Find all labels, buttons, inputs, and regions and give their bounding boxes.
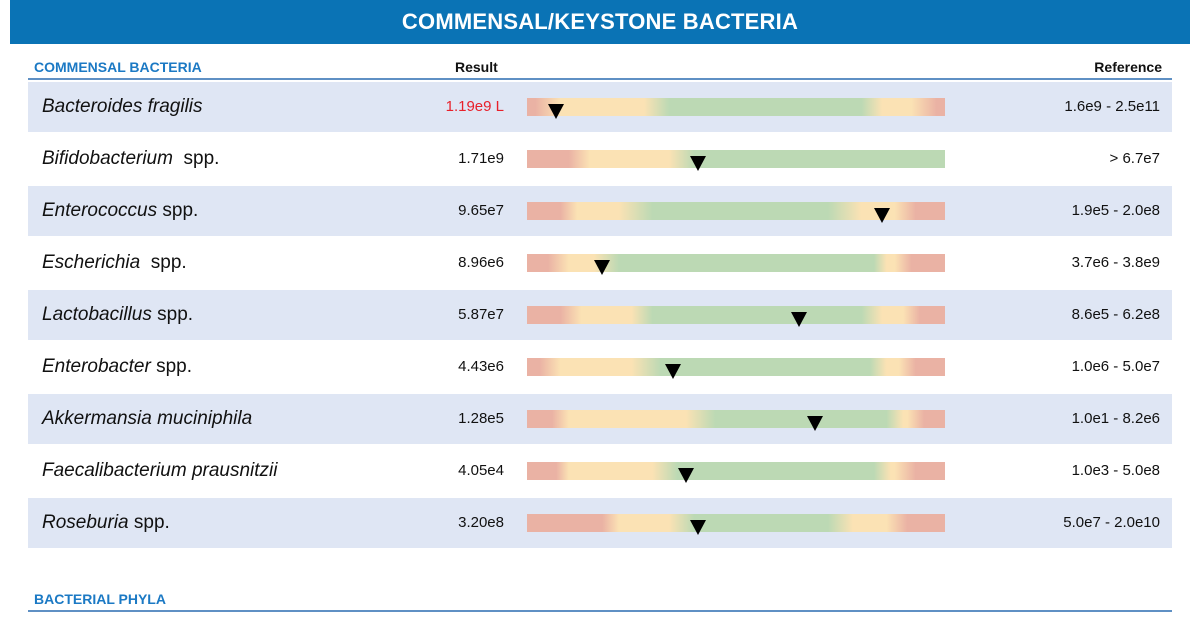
table-row: Enterococcus spp. 9.65e7 1.9e5 - 2.0e8 [28, 186, 1172, 236]
result-marker-icon [690, 520, 707, 535]
result-value: 4.05e4 [458, 462, 504, 479]
table-row: Roseburia spp. 3.20e8 5.0e7 - 2.0e10 [28, 498, 1172, 548]
table-row: Faecalibacterium prausnitzii 4.05e4 1.0e3 … [28, 446, 1172, 496]
result-value: 1.19e9 L [445, 98, 504, 115]
range-gauge [527, 150, 945, 168]
report-banner: COMMENSAL/KEYSTONE BACTERIA [10, 0, 1190, 44]
result-marker-icon [548, 104, 565, 119]
bacteria-genus: Lactobacillus [42, 304, 152, 325]
reference-range: 8.6e5 - 6.2e8 [1071, 306, 1160, 323]
result-value: 4.43e6 [458, 358, 504, 375]
reference-column-header: Reference [1094, 59, 1162, 75]
reference-range: 5.0e7 - 2.0e10 [1063, 514, 1160, 531]
bacteria-name: Bifidobacterium spp. [42, 134, 219, 184]
bacteria-genus: Roseburia [42, 512, 129, 533]
bacteria-name: Escherichia spp. [42, 238, 187, 288]
reference-range: 3.7e6 - 3.8e9 [1071, 254, 1160, 271]
commensal-section-header: COMMENSAL BACTERIA Result Reference [28, 52, 1172, 80]
result-value: 1.28e5 [458, 410, 504, 427]
result-column-header: Result [455, 59, 498, 75]
table-row: Bifidobacterium spp. 1.71e9 > 6.7e7 [28, 134, 1172, 184]
bacteria-name: Faecalibacterium prausnitzii [42, 446, 278, 496]
bacteria-genus: Bifidobacterium [42, 148, 173, 169]
result-marker-icon [807, 416, 824, 431]
bacteria-genus: Enterobacter [42, 356, 151, 377]
reference-range: > 6.7e7 [1109, 150, 1160, 167]
result-marker-icon [790, 312, 807, 327]
phyla-section-header: BACTERIAL PHYLA [28, 584, 1172, 612]
result-value: 8.96e6 [458, 254, 504, 271]
reference-range: 1.0e3 - 5.0e8 [1071, 462, 1160, 479]
result-marker-icon [594, 260, 611, 275]
bacteria-genus: Escherichia [42, 252, 141, 273]
table-row: Escherichia spp. 8.96e6 3.7e6 - 3.8e9 [28, 238, 1172, 288]
result-marker-icon [677, 468, 694, 483]
result-value: 9.65e7 [458, 202, 504, 219]
result-marker-icon [690, 156, 707, 171]
bacteria-name: Lactobacillus spp. [42, 290, 193, 340]
section-title: COMMENSAL BACTERIA [34, 59, 202, 75]
range-gauge [527, 358, 945, 376]
bacteria-genus: Faecalibacterium prausnitzii [42, 460, 278, 481]
result-marker-icon [665, 364, 682, 379]
range-gauge [527, 202, 945, 220]
reference-range: 1.0e6 - 5.0e7 [1071, 358, 1160, 375]
bacteria-name: Enterococcus spp. [42, 186, 198, 236]
table-row: Enterobacter spp. 4.43e6 1.0e6 - 5.0e7 [28, 342, 1172, 392]
bacteria-genus: Akkermansia muciniphila [42, 408, 253, 429]
result-marker-icon [874, 208, 891, 223]
bacteria-suffix: spp. [128, 512, 170, 533]
bacteria-suffix: spp. [151, 304, 194, 325]
reference-range: 1.9e5 - 2.0e8 [1071, 202, 1160, 219]
bacteria-suffix: spp. [157, 200, 199, 221]
bacteria-name: Bacteroides fragilis [42, 82, 203, 132]
table-row: Akkermansia muciniphila 1.28e5 1.0e1 - 8.2… [28, 394, 1172, 444]
range-gauge [527, 98, 945, 116]
bacteria-name: Roseburia spp. [42, 498, 170, 548]
reference-range: 1.6e9 - 2.5e11 [1064, 98, 1160, 115]
bacteria-genus: Bacteroides fragilis [42, 96, 203, 117]
table-row: Lactobacillus spp. 5.87e7 8.6e5 - 6.2e8 [28, 290, 1172, 340]
bacteria-name: Akkermansia muciniphila [42, 394, 252, 444]
range-gauge [527, 254, 945, 272]
bacteria-name: Enterobacter spp. [42, 342, 192, 392]
bacteria-suffix: spp. [140, 252, 187, 273]
result-value: 3.20e8 [458, 514, 504, 531]
bacteria-suffix: spp. [172, 148, 220, 169]
bacteria-suffix: spp. [150, 356, 192, 377]
phyla-section-title: BACTERIAL PHYLA [34, 591, 166, 607]
banner-title: COMMENSAL/KEYSTONE BACTERIA [401, 9, 799, 34]
range-gauge [527, 410, 945, 428]
range-gauge [527, 306, 945, 324]
table-row: Bacteroides fragilis 1.19e9 L 1.6e9 - 2.5e… [28, 82, 1172, 132]
reference-range: 1.0e1 - 8.2e6 [1071, 410, 1160, 427]
bacteria-genus: Enterococcus [42, 200, 158, 221]
result-value: 5.87e7 [458, 306, 504, 323]
range-gauge [527, 462, 945, 480]
range-gauge [527, 514, 945, 532]
result-value: 1.71e9 [458, 150, 504, 167]
